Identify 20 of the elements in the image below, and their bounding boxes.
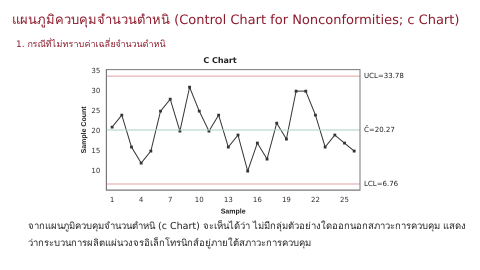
point	[198, 110, 201, 113]
point	[333, 134, 336, 137]
chart-title: แผนภูมิควบคุมจำนวนตำหนิ (Control Chart for Nonconformities; c Chart)	[12, 12, 460, 30]
point	[256, 142, 259, 144]
point	[149, 150, 152, 152]
point	[120, 114, 124, 117]
point	[140, 162, 143, 164]
text: จากแผนภูมิควบคุมจำนวนตำหนิ (c Chart) จะเห็นได้ว่า ไม่มีกลุ่มตัวอย่างใดออกนอกสภาวะการควบคุม แสดงว่ากระบวนการผลิตแผ่นวงจรอิเล็กโทรนิกส์อยู่ภายใต้สภาวะการควบคุม	[28, 219, 467, 251]
point	[188, 86, 191, 89]
text: C Chart	[203, 56, 237, 65]
point	[246, 170, 250, 172]
point	[226, 146, 230, 148]
point	[324, 146, 327, 148]
point	[352, 150, 356, 152]
point	[168, 98, 172, 101]
point	[294, 90, 298, 93]
point	[275, 122, 278, 125]
point	[110, 126, 114, 129]
point	[217, 114, 220, 117]
chart-subtitle: 1. กรณีที่ไม่ทราบค่าเฉลี่ยจำนวนตำหนิ	[16, 37, 166, 51]
